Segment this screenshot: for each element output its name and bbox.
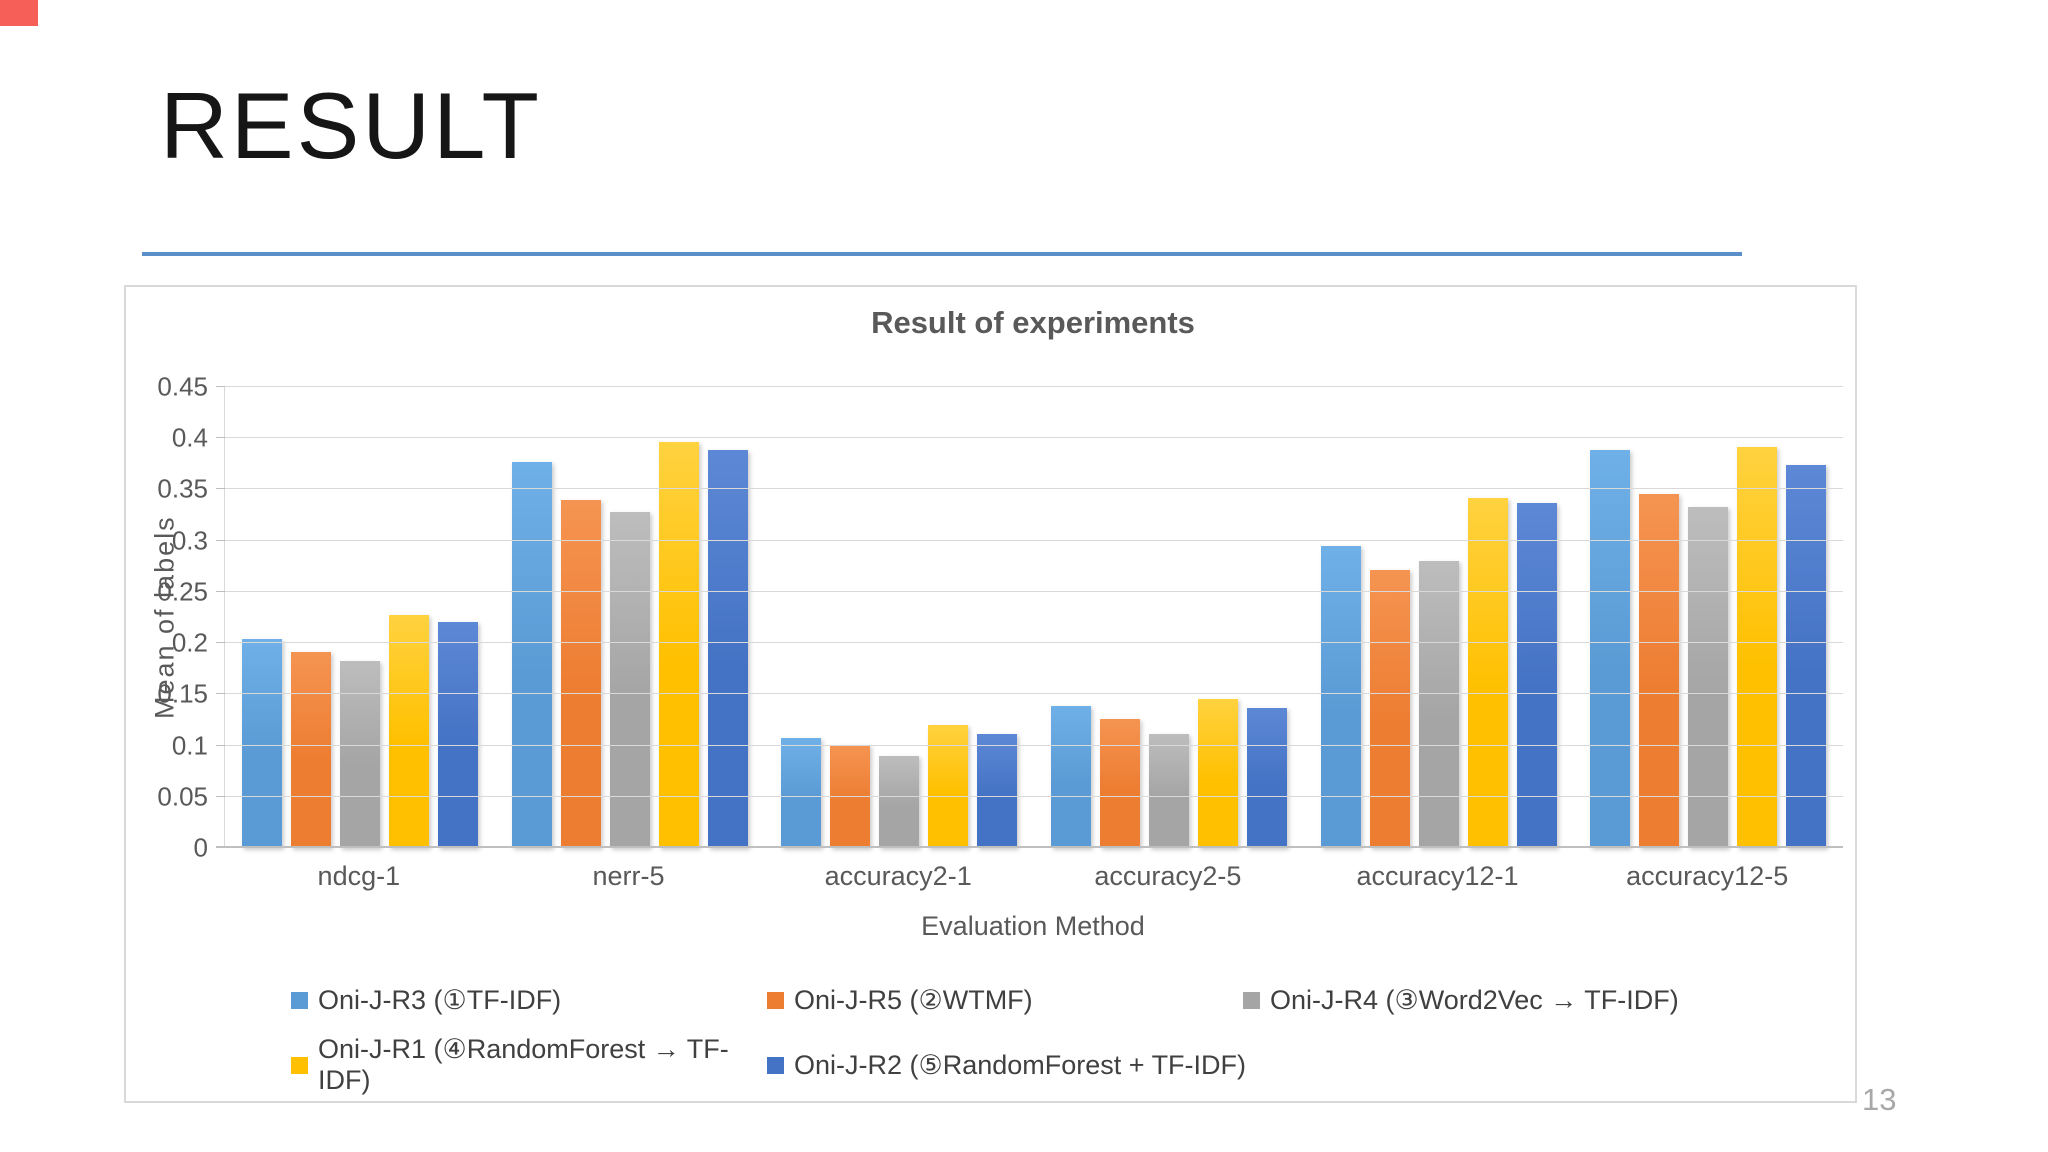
y-tick-label: 0.4 bbox=[171, 422, 208, 453]
gridline bbox=[225, 386, 1843, 387]
bar-Oni-J-R2-ndcg-1 bbox=[437, 621, 478, 848]
bar-Oni-J-R4-nerr-5 bbox=[609, 511, 650, 848]
y-tick-mark bbox=[216, 693, 225, 695]
bar-Oni-J-R1-nerr-5 bbox=[658, 442, 699, 848]
bar-Oni-J-R3-ndcg-1 bbox=[241, 639, 282, 848]
bar-Oni-J-R1-accuracy2-5 bbox=[1197, 699, 1238, 848]
legend-swatch-icon bbox=[291, 1056, 308, 1074]
legend-swatch-icon bbox=[291, 992, 308, 1009]
bar-group-accuracy2-5 bbox=[1034, 387, 1304, 848]
x-category-label: nerr-5 bbox=[592, 861, 665, 891]
bar-Oni-J-R4-accuracy2-1 bbox=[879, 755, 920, 848]
x-category-label: accuracy12-5 bbox=[1626, 861, 1789, 891]
bar-Oni-J-R2-accuracy12-5 bbox=[1786, 464, 1827, 848]
y-tick-mark bbox=[216, 590, 225, 592]
y-tick-mark bbox=[216, 539, 225, 541]
bar-group-accuracy2-1 bbox=[764, 387, 1034, 848]
bar-Oni-J-R3-accuracy12-1 bbox=[1320, 545, 1361, 848]
bar-group-nerr-5 bbox=[495, 387, 765, 848]
gridline bbox=[225, 693, 1843, 695]
bar-Oni-J-R4-accuracy12-1 bbox=[1418, 561, 1459, 848]
x-axis-title: Evaluation Method bbox=[921, 911, 1145, 941]
gridline bbox=[225, 795, 1843, 797]
bar-groups bbox=[225, 387, 1843, 848]
y-tick-label: 0.25 bbox=[157, 576, 208, 607]
legend-label: Oni-J-R2 (⑤RandomForest + TF-IDF) bbox=[794, 1049, 1247, 1080]
bar-Oni-J-R3-accuracy12-5 bbox=[1590, 449, 1631, 848]
bar-Oni-J-R5-accuracy2-5 bbox=[1099, 718, 1140, 848]
bar-Oni-J-R5-accuracy12-5 bbox=[1639, 493, 1680, 848]
bar-Oni-J-R4-accuracy12-5 bbox=[1688, 506, 1729, 848]
bar-group-accuracy12-5 bbox=[1573, 387, 1843, 848]
chart-container: Result of experiments Mean of labels 0 0.… bbox=[124, 285, 1857, 1103]
y-tick-mark bbox=[216, 488, 225, 490]
y-tick-label: 0.35 bbox=[157, 473, 208, 504]
legend-item: Oni-J-R5 (②WTMF) bbox=[767, 985, 1243, 1016]
screen-corner-fragment bbox=[0, 0, 38, 26]
bar-Oni-J-R1-accuracy12-5 bbox=[1737, 447, 1778, 848]
x-category-label: accuracy2-1 bbox=[824, 861, 972, 891]
bar-Oni-J-R1-accuracy12-1 bbox=[1467, 497, 1508, 848]
bar-Oni-J-R5-ndcg-1 bbox=[290, 652, 331, 848]
legend-label: Oni-J-R1 (④RandomForest → TF-IDF) bbox=[318, 1034, 729, 1095]
legend-swatch-icon bbox=[767, 1056, 784, 1074]
legend-item: Oni-J-R4 (③Word2Vec → TF-IDF) bbox=[1243, 985, 1719, 1016]
legend-item: Oni-J-R3 (①TF-IDF) bbox=[291, 985, 767, 1016]
bar-Oni-J-R2-nerr-5 bbox=[707, 449, 748, 848]
legend-swatch-icon bbox=[1243, 992, 1260, 1009]
chart-title: Result of experiments bbox=[871, 305, 1195, 340]
y-tick-label: 0.3 bbox=[171, 525, 208, 556]
bar-Oni-J-R2-accuracy12-1 bbox=[1516, 502, 1557, 848]
chart-legend: Oni-J-R3 (①TF-IDF) Oni-J-R5 (②WTMF) Oni-J-… bbox=[291, 985, 1851, 1096]
y-tick-label: 0.45 bbox=[157, 371, 208, 402]
y-tick-mark bbox=[216, 642, 225, 644]
x-category-label: ndcg-1 bbox=[317, 861, 401, 891]
bar-Oni-J-R1-accuracy2-1 bbox=[928, 725, 969, 848]
bar-Oni-J-R3-accuracy2-5 bbox=[1050, 705, 1091, 848]
gridline bbox=[225, 642, 1843, 644]
bar-group-accuracy12-1 bbox=[1304, 387, 1574, 848]
plot-area bbox=[216, 386, 1843, 848]
x-axis-category-labels: ndcg-1 nerr-5 accuracy2-1 accuracy2-5 accura… bbox=[224, 861, 1842, 892]
gridline bbox=[225, 488, 1843, 490]
y-tick-mark bbox=[216, 437, 225, 439]
x-category-label: accuracy12-1 bbox=[1356, 861, 1519, 891]
y-tick-label: 0.1 bbox=[171, 730, 208, 761]
bar-Oni-J-R2-accuracy2-5 bbox=[1246, 707, 1287, 848]
y-tick-mark bbox=[216, 744, 225, 746]
bar-Oni-J-R5-accuracy12-1 bbox=[1369, 570, 1410, 848]
gridline bbox=[225, 539, 1843, 541]
bar-Oni-J-R4-ndcg-1 bbox=[339, 660, 380, 848]
bar-Oni-J-R2-accuracy2-1 bbox=[977, 734, 1018, 848]
page-number: 13 bbox=[1862, 1082, 1897, 1117]
y-axis-tick-labels: 0 0.05 0.1 0.15 0.2 0.25 0.3 0.35 0.4 0.45 bbox=[126, 372, 214, 863]
legend-label: Oni-J-R5 (②WTMF) bbox=[794, 985, 1033, 1015]
y-tick-mark bbox=[216, 795, 225, 797]
bar-Oni-J-R3-accuracy2-1 bbox=[781, 738, 822, 848]
bar-Oni-J-R4-accuracy2-5 bbox=[1148, 734, 1189, 848]
title-underline bbox=[142, 252, 1742, 256]
bar-Oni-J-R3-nerr-5 bbox=[511, 461, 552, 848]
y-tick-label: 0 bbox=[193, 832, 208, 863]
bar-Oni-J-R5-nerr-5 bbox=[560, 499, 601, 848]
gridline bbox=[225, 590, 1843, 592]
y-tick-label: 0.2 bbox=[171, 627, 208, 658]
gridline bbox=[225, 744, 1843, 746]
y-tick-mark bbox=[216, 386, 225, 387]
bar-Oni-J-R1-ndcg-1 bbox=[388, 615, 429, 848]
slide-title: RESULT bbox=[160, 73, 542, 178]
legend-item: Oni-J-R2 (⑤RandomForest + TF-IDF) bbox=[767, 1034, 1246, 1096]
legend-label: Oni-J-R3 (①TF-IDF) bbox=[318, 985, 562, 1015]
x-axis-line bbox=[216, 846, 1843, 848]
legend-item: Oni-J-R1 (④RandomForest → TF-IDF) bbox=[291, 1034, 767, 1096]
legend-swatch-icon bbox=[767, 992, 784, 1009]
y-tick-label: 0.05 bbox=[157, 781, 208, 812]
legend-label: Oni-J-R4 (③Word2Vec → TF-IDF) bbox=[1270, 985, 1679, 1015]
gridline bbox=[225, 437, 1843, 439]
bar-group-ndcg-1 bbox=[225, 387, 495, 848]
y-tick-label: 0.15 bbox=[157, 678, 208, 709]
x-category-label: accuracy2-5 bbox=[1094, 861, 1242, 891]
